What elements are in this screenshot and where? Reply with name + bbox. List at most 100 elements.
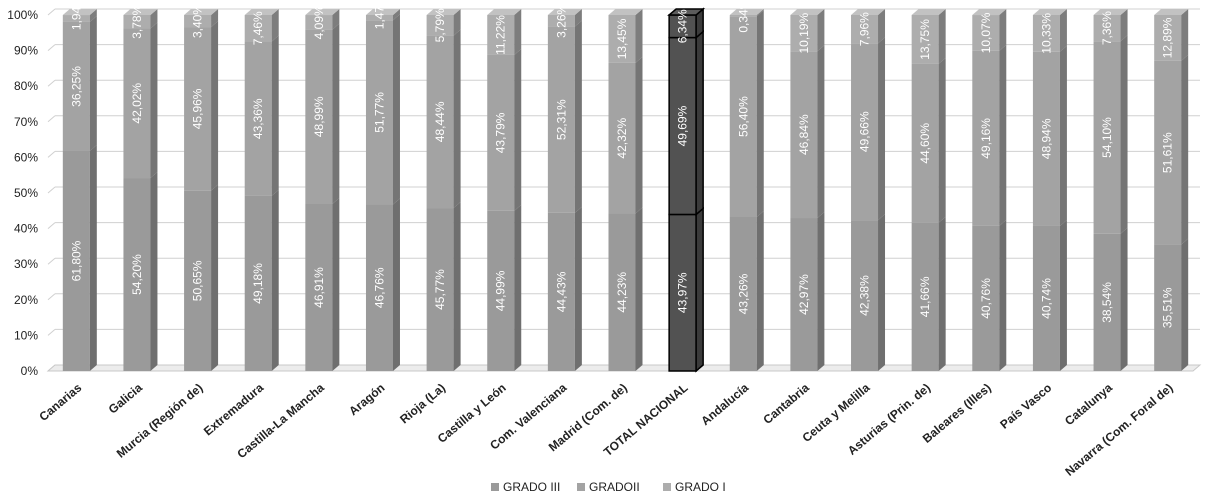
bar-group: 35,51% 51,61% 12,89% — [1154, 8, 1189, 371]
bar-segment — [1093, 15, 1121, 42]
bar-segment — [608, 15, 636, 63]
legend: GRADO III GRADOII GRADO I — [491, 480, 726, 493]
y-tick-label: 100% — [7, 8, 38, 22]
data-label: 12,89% — [1161, 17, 1175, 58]
data-label: 54,10% — [1100, 117, 1114, 158]
legend-swatch — [577, 483, 585, 491]
bar-segment — [1154, 14, 1182, 61]
bar-top — [547, 9, 582, 15]
data-label: 10,33% — [1039, 13, 1053, 54]
bar-group: 40,74% 48,94% 10,33% — [1032, 8, 1067, 371]
bar-top — [667, 8, 706, 16]
bar-segment — [547, 26, 575, 213]
data-label: 7,46% — [251, 11, 265, 45]
bar-segment-side — [999, 219, 1007, 371]
data-label: 46,76% — [372, 267, 386, 308]
bar-group: 41,66% 44,60% 13,75% — [911, 8, 946, 371]
bar-segment — [729, 15, 757, 17]
bar-group: 42,97% 46,84% 10,19% — [790, 9, 825, 371]
data-label: 46,84% — [797, 114, 811, 155]
legend-label: GRADO III — [503, 480, 560, 493]
bar-top — [729, 9, 764, 15]
bar-segment — [911, 14, 939, 64]
bar-segment-side — [635, 56, 643, 214]
bar-group: 45,77% 48,44% 5,79% — [426, 8, 461, 371]
bars: 61,80% 36,25% 1,94 54,20% 42,02% 3,78% 50,65% 4… — [62, 0, 1189, 373]
gridline-depth — [47, 8, 56, 16]
gridline-depth — [47, 257, 56, 265]
bar-top — [426, 9, 461, 15]
data-label: 4,09% — [312, 5, 326, 39]
bar-segment-side — [150, 172, 158, 371]
data-label: 46,91% — [312, 267, 326, 308]
bar-segment-side — [211, 184, 219, 371]
bar-segment — [851, 15, 879, 44]
bar-segment-side — [211, 8, 219, 28]
bar-segment-side — [1120, 227, 1128, 371]
bar-segment — [547, 212, 575, 371]
bar-segment-side — [635, 9, 643, 63]
bar-segment-side — [1181, 238, 1189, 371]
data-label: 43,79% — [494, 112, 508, 153]
bar-segment-side — [695, 206, 704, 373]
data-label: 44,60% — [918, 123, 932, 164]
x-tick-label: Andalucía — [698, 380, 751, 428]
data-label: 51,77% — [372, 92, 386, 133]
bar-segment — [123, 178, 151, 371]
bar-group: 44,23% 42,32% 13,45% — [608, 9, 643, 371]
bar-segment-side — [514, 204, 522, 371]
bar-segment — [972, 15, 1000, 51]
bar-top — [972, 9, 1007, 16]
bar-group: 43,97% 49,69% 6,34% — [667, 7, 706, 373]
bar-segment-side — [756, 9, 764, 17]
bar-segment — [608, 62, 636, 214]
bar-segment — [487, 210, 515, 371]
bar-segment — [184, 14, 212, 28]
bar-segment — [729, 16, 757, 217]
bar-segment — [790, 51, 818, 219]
bar-segment-side — [392, 14, 400, 205]
bar-segment-side — [453, 202, 461, 371]
data-label: 13,45% — [615, 18, 629, 59]
bar-top — [62, 9, 97, 16]
bar-top — [790, 9, 825, 15]
x-tick-label: Navarra (Com. Foral de) — [1062, 381, 1175, 479]
bar-segment-side — [635, 207, 643, 371]
gridline-depth — [47, 151, 56, 158]
data-label: 3,40% — [191, 4, 205, 38]
bar-segment-side — [332, 23, 340, 205]
bar-segment — [244, 41, 272, 196]
data-label: 35,51% — [1161, 287, 1175, 328]
y-tick-label: 50% — [14, 186, 38, 200]
data-label: 45,96% — [191, 88, 205, 129]
bar-segment-side — [271, 189, 279, 371]
bar-segment — [426, 35, 454, 209]
bar-segment-side — [817, 45, 825, 219]
legend-swatch — [491, 483, 499, 491]
bar-segment-side — [89, 9, 97, 22]
x-tick-label: Extremadura — [201, 380, 266, 438]
data-label: 38,54% — [1100, 282, 1114, 323]
bar-top — [911, 8, 946, 15]
bar-segment — [911, 222, 939, 371]
bar-segment — [426, 208, 454, 371]
bar-segment-side — [574, 206, 582, 371]
y-tick-label: 30% — [14, 257, 38, 271]
bar-segment — [487, 15, 515, 55]
x-tick-label: Rioja (La) — [397, 381, 448, 427]
bar-segment — [426, 15, 454, 36]
bar-segment — [487, 54, 515, 211]
bar-segment-side — [938, 8, 946, 64]
data-label: 7,36% — [1100, 11, 1114, 45]
bar-segment-side — [89, 144, 97, 371]
bar-segment — [790, 218, 818, 371]
data-label: 56,40% — [736, 96, 750, 137]
bar-segment — [244, 195, 272, 371]
gridline-depth — [47, 115, 56, 123]
bar-group: 40,76% 49,16% 10,07% — [972, 9, 1007, 371]
legend-label: GRADO I — [675, 480, 726, 493]
gridline-depth — [47, 79, 56, 87]
data-label: 49,66% — [858, 111, 872, 152]
bar-segment — [184, 190, 212, 371]
legend-label: GRADOII — [589, 480, 640, 493]
